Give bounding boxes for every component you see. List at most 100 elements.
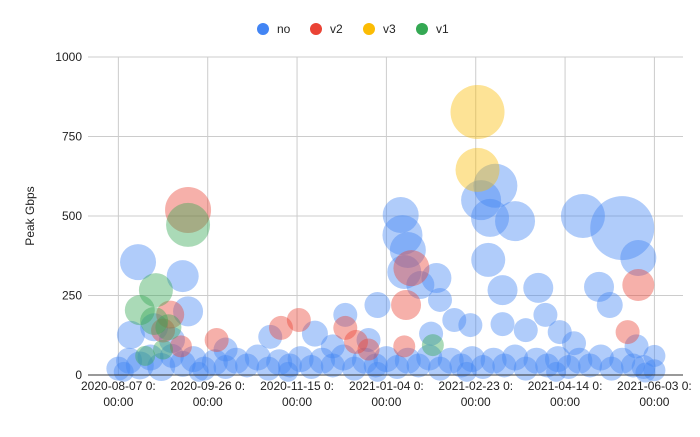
- bubble-no: [502, 344, 529, 371]
- bubble-no: [213, 337, 238, 362]
- y-tick-label: 750: [62, 130, 82, 144]
- bubble-v2: [156, 300, 185, 329]
- series-v3: [450, 85, 505, 192]
- bubble-no: [351, 347, 378, 374]
- bubble-no: [596, 292, 623, 319]
- x-tick-label: 2020-08-07 0:: [81, 379, 156, 393]
- series-v2: [151, 186, 655, 361]
- bubble-no: [533, 302, 558, 327]
- bubble-no: [320, 334, 345, 359]
- bubble-no: [406, 271, 435, 300]
- bubble-no: [406, 353, 431, 378]
- bubble-v1: [421, 334, 444, 357]
- x-tick-label: 2021-02-23 0:: [438, 379, 513, 393]
- bubble-no: [535, 353, 560, 378]
- bubble-no: [169, 350, 196, 377]
- bubble-no: [266, 349, 293, 376]
- bubble-no: [333, 302, 358, 327]
- bubble-no: [158, 327, 185, 354]
- x-axis-ticks: 2020-08-07 0: 00:00 2020-09-26 0: 00:00 2020…: [81, 379, 692, 409]
- bubble-no: [442, 307, 467, 332]
- x-tick-label: 00:00: [371, 395, 401, 409]
- bubble-no: [213, 355, 238, 380]
- bubble-no: [301, 320, 328, 347]
- y-axis-title: Peak Gbps: [23, 186, 37, 245]
- bubble-v1: [124, 295, 155, 326]
- bubble-no: [458, 313, 483, 338]
- bubble-no: [330, 344, 357, 371]
- bubble-no: [223, 347, 250, 374]
- legend-label: no: [277, 22, 291, 36]
- bubble-v1: [166, 202, 211, 247]
- bubble-no: [631, 355, 656, 380]
- bubble-no: [244, 344, 271, 371]
- bubble-v2: [268, 315, 293, 340]
- bubble-v2: [165, 186, 212, 233]
- legend-label: v1: [436, 22, 449, 36]
- bubble-v3: [455, 147, 500, 192]
- bubble-no: [560, 194, 605, 238]
- legend-marker: [257, 23, 269, 35]
- bubble-no: [382, 197, 419, 234]
- bubble-no: [382, 215, 423, 256]
- bubble-no: [495, 201, 536, 242]
- bubble-no: [556, 355, 581, 380]
- bubble-no: [116, 347, 143, 374]
- bubble-no: [309, 347, 336, 374]
- bubble-no: [480, 347, 507, 374]
- bubble-no: [173, 296, 204, 327]
- legend-item-v2: v2: [310, 22, 343, 36]
- bubble-v1: [135, 345, 156, 366]
- bubble-no: [437, 347, 464, 374]
- x-tick-label: 00:00: [103, 395, 133, 409]
- bubble-no: [427, 287, 452, 312]
- bubble-no: [416, 344, 443, 371]
- bubble-no: [387, 254, 422, 289]
- legend: no v2 v3 v1: [257, 22, 449, 36]
- bubble-no: [449, 353, 474, 378]
- bubble-no: [523, 347, 550, 374]
- bubble-no: [159, 343, 184, 368]
- bubble-no: [363, 353, 388, 378]
- bubble-v3: [450, 85, 505, 140]
- y-tick-label: 0: [75, 368, 82, 382]
- bubble-no: [547, 320, 572, 345]
- bubble-no: [471, 242, 506, 277]
- bubble-no: [188, 361, 209, 382]
- bubble-v1: [140, 306, 169, 335]
- legend-label: v3: [383, 22, 396, 36]
- bubble-no: [180, 346, 207, 373]
- gridlines: [88, 56, 683, 375]
- bubble-no: [566, 347, 593, 374]
- legend-marker: [363, 23, 375, 35]
- bubble-no: [471, 198, 510, 237]
- bubble-no: [643, 359, 666, 382]
- bubble-no: [235, 353, 260, 378]
- legend-item-no: no: [257, 22, 291, 36]
- bubble-no: [147, 353, 176, 382]
- bubble-no: [620, 239, 657, 276]
- bubble-no: [116, 320, 145, 349]
- bubble-v2: [286, 307, 311, 332]
- bubble-no: [513, 318, 538, 343]
- bubble-v2: [169, 335, 192, 358]
- bubble-v2: [393, 250, 430, 287]
- bubble-no: [620, 353, 645, 378]
- bubble-no: [373, 346, 400, 373]
- bubble-v1: [153, 339, 174, 360]
- bubble-no: [125, 351, 154, 380]
- bubble-v1: [138, 273, 173, 308]
- series-v1: [124, 202, 444, 366]
- bubble-v2: [333, 315, 358, 340]
- bubble-no: [643, 344, 666, 367]
- y-axis-ticks: 0 250 500 750 1000: [55, 50, 82, 382]
- bubble-v2: [204, 328, 229, 353]
- bubble-no: [140, 313, 169, 342]
- bubble-v2: [393, 335, 416, 358]
- y-tick-label: 250: [62, 289, 82, 303]
- bubble-v2: [391, 290, 422, 321]
- bubble-no: [389, 232, 426, 269]
- x-tick-label: 00:00: [282, 395, 312, 409]
- bubble-no: [364, 292, 391, 319]
